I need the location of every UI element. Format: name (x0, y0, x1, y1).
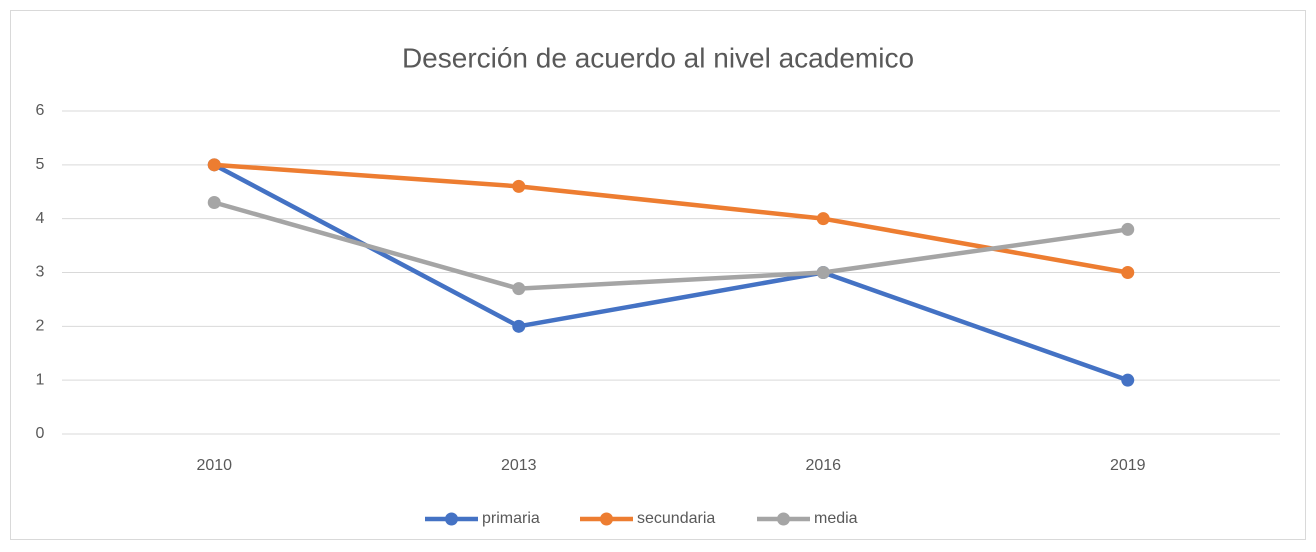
x-tick-label: 2016 (805, 457, 841, 474)
y-tick-label: 2 (36, 318, 45, 335)
series-line (212, 200, 1130, 291)
y-tick-label: 4 (36, 210, 45, 227)
legend-marker (445, 512, 458, 526)
chart-border (10, 10, 1306, 540)
data-point (512, 282, 526, 296)
data-point (816, 266, 830, 279)
series-line (212, 162, 1130, 275)
data-point (207, 196, 221, 210)
legend-marker (600, 512, 613, 526)
chart-title: Deserción de acuerdo al nivel academico (402, 42, 914, 73)
x-tick-label: 2010 (196, 457, 232, 474)
legend-label: media (814, 510, 858, 527)
x-tick-label: 2013 (501, 457, 537, 474)
y-tick-label: 1 (36, 371, 45, 388)
data-point (816, 212, 830, 226)
y-tick-label: 3 (36, 264, 45, 281)
y-tick-label: 6 (36, 102, 45, 119)
data-point (1121, 373, 1135, 387)
y-tick-label: 0 (36, 425, 45, 442)
legend-label: primaria (482, 510, 540, 527)
data-point (1121, 266, 1135, 279)
y-tick-label: 5 (36, 156, 45, 173)
data-point (207, 158, 221, 172)
legend-marker (777, 512, 790, 526)
data-point (512, 319, 526, 333)
data-point (512, 179, 526, 193)
data-point (1121, 222, 1135, 236)
legend-label: secundaria (637, 510, 715, 527)
x-tick-label: 2019 (1110, 457, 1146, 474)
